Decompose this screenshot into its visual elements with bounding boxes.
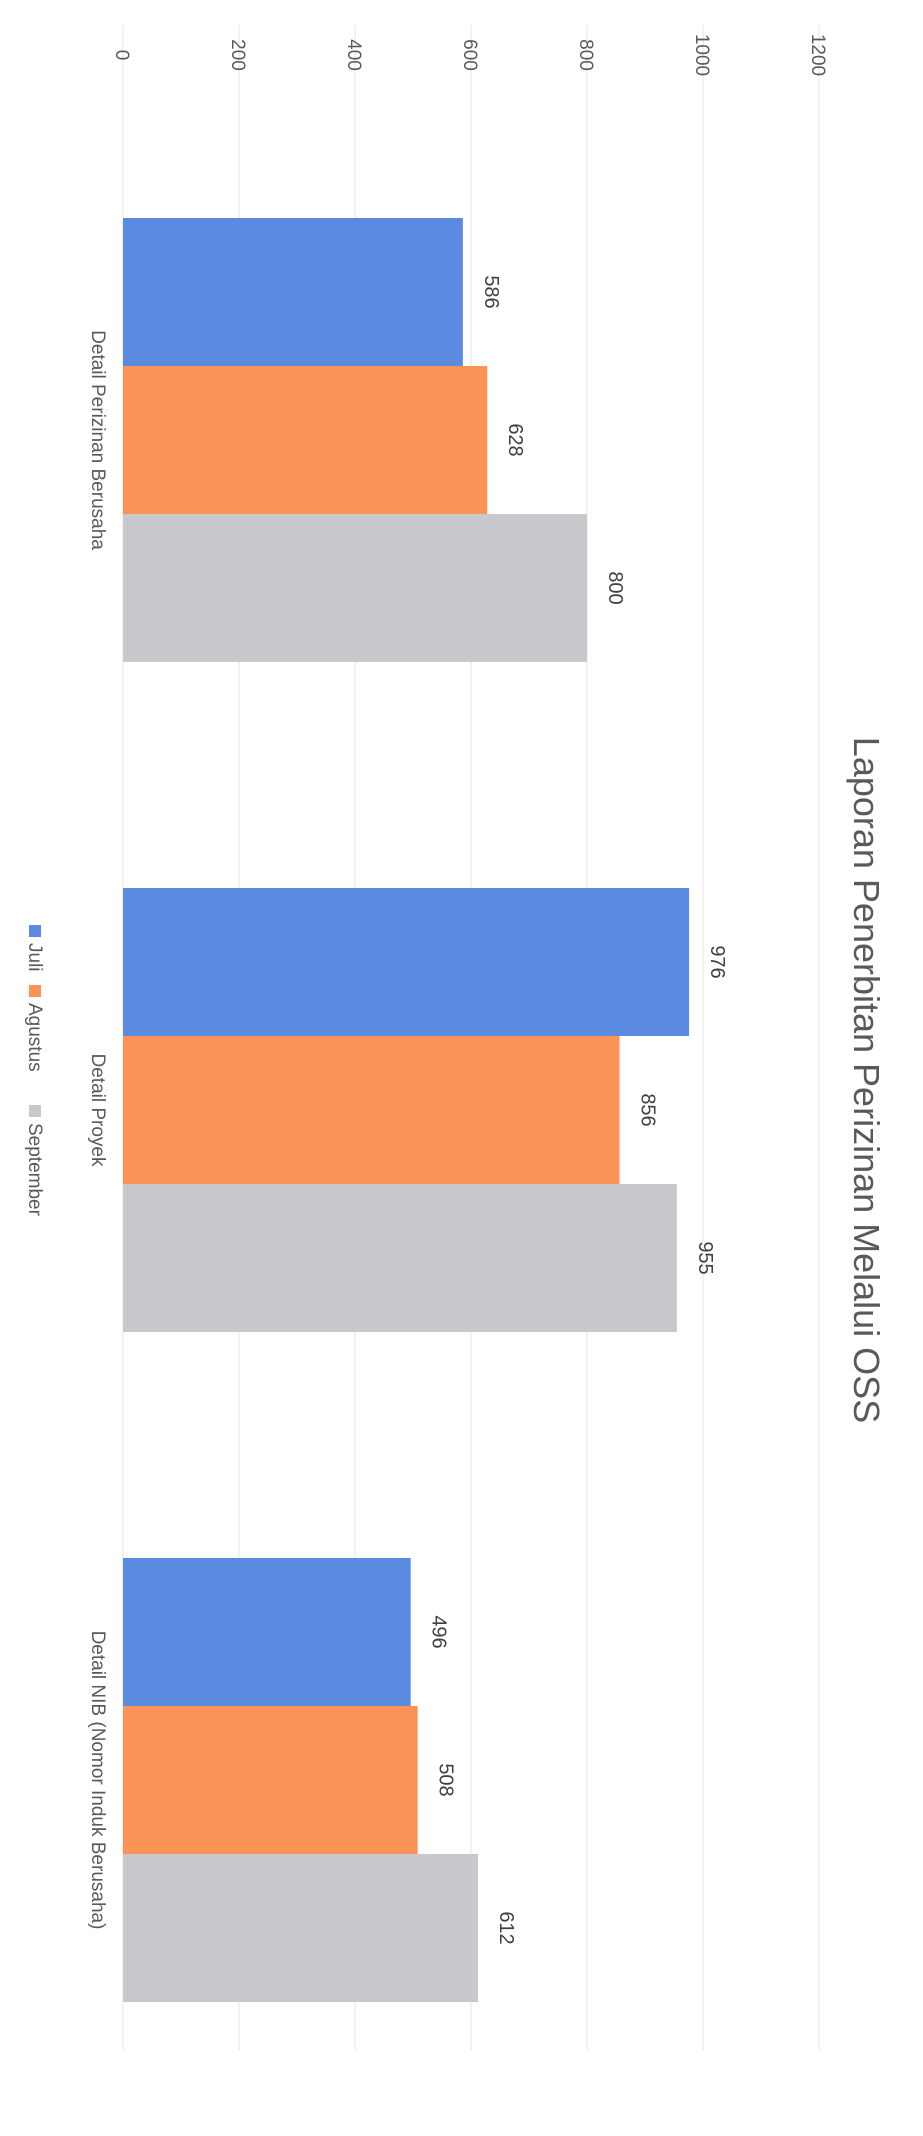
bar	[123, 1706, 418, 1854]
bar	[123, 366, 488, 514]
tick-label: 400	[343, 39, 364, 71]
tick-label: 1200	[807, 34, 828, 76]
data-label: 586	[480, 275, 502, 308]
category-label: Detail Perizinan Berusaha	[87, 330, 108, 550]
legend-swatch	[29, 985, 41, 997]
bar	[123, 1036, 620, 1184]
data-label: 976	[706, 945, 728, 978]
data-label: 612	[495, 1911, 517, 1944]
data-label: 856	[636, 1093, 658, 1126]
data-label: 628	[504, 423, 526, 456]
data-label: 508	[435, 1763, 457, 1796]
tick-label: 0	[111, 50, 132, 61]
legend-label: Agustus	[24, 1003, 45, 1072]
data-label: 496	[428, 1615, 450, 1648]
legend: Juli Agustus September	[24, 925, 45, 1217]
legend-label: September	[24, 1123, 45, 1217]
legend-swatch	[29, 1105, 41, 1117]
category-label: Detail Proyek	[87, 1054, 108, 1167]
bar	[123, 218, 463, 366]
chart-title: Laporan Penerbitan Perizinan Melalui OSS	[846, 737, 887, 1423]
category-label: Detail NIB (Nomor Induk Berusaha)	[87, 1631, 108, 1930]
bar	[123, 888, 690, 1036]
data-labels: 586 628 800 976 856 955 496 508 612	[428, 275, 728, 1944]
tick-label: 1000	[691, 34, 712, 76]
bar	[123, 1854, 478, 2002]
data-label: 800	[604, 571, 626, 604]
tick-labels: 0 200 400 600 800 1000 1200	[111, 34, 828, 76]
bar	[123, 1558, 411, 1706]
legend-swatch	[29, 925, 41, 937]
tick-label: 200	[227, 39, 248, 71]
bar	[123, 1184, 677, 1332]
bars	[123, 218, 690, 2002]
data-label: 955	[694, 1241, 716, 1274]
category-labels: Detail Perizinan Berusaha Detail Proyek De…	[87, 330, 108, 1929]
tick-label: 800	[575, 39, 596, 71]
tick-label: 600	[459, 39, 480, 71]
legend-label: Juli	[24, 943, 45, 972]
bar	[123, 514, 587, 662]
